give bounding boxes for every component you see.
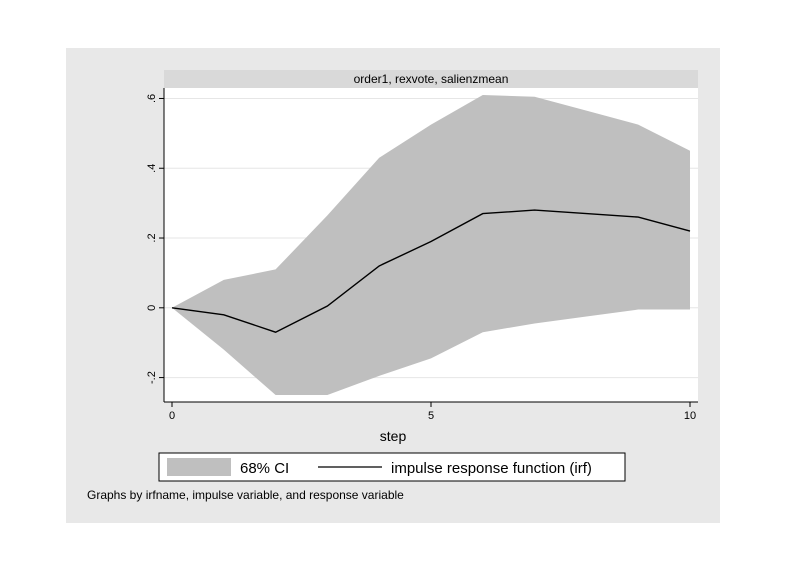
panel-title: order1, rexvote, salienzmean <box>354 72 509 86</box>
legend-swatch-ci <box>167 458 231 476</box>
y-tick-label-0: -.2 <box>146 371 158 384</box>
y-tick-label-3: .4 <box>146 164 158 173</box>
x-axis-title: step <box>380 428 407 444</box>
y-tick-label-4: .6 <box>146 94 158 103</box>
graph-note: Graphs by irfname, impulse variable, and… <box>87 488 404 502</box>
y-tick-label-1: 0 <box>146 305 158 311</box>
x-tick-label-1: 5 <box>428 410 434 422</box>
x-tick-label-2: 10 <box>684 410 696 422</box>
confidence-band <box>172 94 690 396</box>
y-tick-label-2: .2 <box>146 233 158 242</box>
irf-line <box>171 209 691 333</box>
panel-title-strip <box>164 70 698 88</box>
x-axis-ticks: 0 5 10 <box>169 402 696 422</box>
legend-box <box>158 452 626 482</box>
y-axis-ticks: -.2 0 .2 .4 .6 <box>146 94 164 384</box>
legend-label-ci: 68% CI <box>240 460 289 477</box>
x-tick-label-0: 0 <box>169 410 175 422</box>
legend-label-irf: impulse response function (irf) <box>391 460 592 477</box>
ci-band-area <box>172 94 690 396</box>
